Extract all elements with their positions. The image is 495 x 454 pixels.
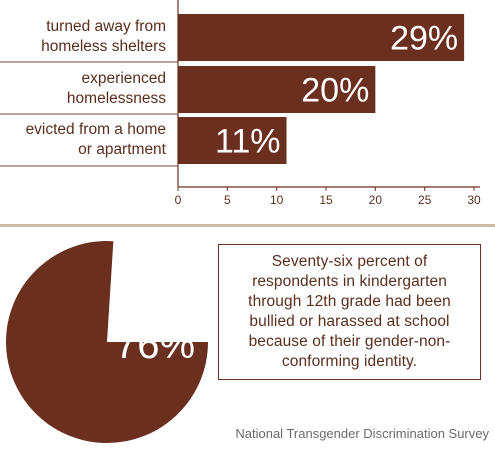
x-tick-label-30: 30 [467, 193, 481, 207]
bar-value-label-1: 29% [390, 20, 458, 58]
bar-2 [178, 66, 376, 113]
pie-chart: 76% [5, 241, 209, 443]
stat-callout-box: Seventy-six percent of respondents in ki… [218, 244, 481, 380]
category-label-2-line-2: homelessness [67, 90, 166, 107]
pie-value-label: 76% [115, 323, 195, 367]
category-label-2-line-1: experienced [82, 70, 166, 87]
x-tick-label-0: 0 [175, 193, 182, 207]
category-label-1-line-1: turned away from [46, 18, 166, 35]
stat-callout-text: Seventy-six percent of respondents in ki… [248, 253, 451, 370]
category-label-1-line-2: homeless shelters [41, 38, 166, 55]
x-tick-label-5: 5 [224, 193, 231, 207]
section-divider [0, 224, 495, 227]
x-tick-label-10: 10 [270, 193, 284, 207]
bar-3 [178, 117, 287, 164]
x-tick-label-25: 25 [418, 193, 432, 207]
x-tick-label-15: 15 [319, 193, 333, 207]
bar-1 [178, 14, 465, 61]
category-label-3-line-2: or apartment [78, 141, 167, 158]
category-label-3-line-1: evicted from a home [26, 121, 166, 138]
x-tick-label-20: 20 [369, 193, 383, 207]
pie-slice-76 [5, 241, 209, 443]
bar-value-label-3: 11% [215, 123, 281, 161]
bar-value-label-2: 20% [301, 72, 369, 110]
bar-chart: 29% turned away from homeless shelters 20% e… [0, 0, 481, 207]
source-credit: National Transgender Discrimination Surv… [235, 426, 489, 441]
